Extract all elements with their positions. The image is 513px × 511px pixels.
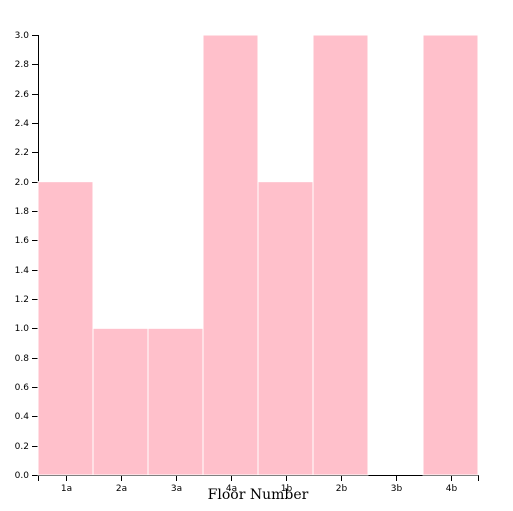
bar-1a [37, 181, 94, 476]
y-tick-label: 1.8 [15, 207, 30, 217]
x-tick-label: 4a [226, 484, 237, 494]
y-tick-label: 3.0 [15, 31, 30, 41]
y-tick-label: 1.6 [15, 236, 30, 246]
y-tick-label: 2.2 [15, 148, 29, 158]
x-axis-label: Floor Number [208, 487, 309, 503]
y-tick-label: 2.0 [15, 178, 30, 188]
y-tick-label: 2.6 [15, 90, 30, 100]
bar-3a [147, 327, 204, 476]
y-tick-label: 1.4 [15, 266, 30, 276]
x-tick-label: 3a [171, 484, 182, 494]
y-tick-label: 0.2 [15, 442, 29, 452]
bars [37, 34, 479, 476]
x-tick-label: 1b [281, 484, 293, 494]
x-tick-label: 3b [391, 484, 403, 494]
y-tick-label: 1.2 [15, 295, 29, 305]
x-axis-line [38, 475, 479, 481]
y-tick-label: 0.6 [15, 383, 30, 393]
y-tick-label: 2.8 [15, 60, 30, 70]
x-tick-label: 4b [446, 484, 458, 494]
y-tick-label: 0.0 [15, 471, 30, 481]
x-tick-label: 2a [116, 484, 127, 494]
y-tick-label: 0.4 [15, 412, 30, 422]
y-tick-label: 0.8 [15, 354, 30, 364]
x-tick-label: 2b [336, 484, 348, 494]
bar-2b [312, 34, 369, 476]
y-axis: 0.0 0.2 0.4 0.6 0.8 1.0 1.2 1.4 1.6 1.8 2.0 2.2 2.4 2… [15, 31, 39, 481]
y-tick-label: 2.4 [15, 119, 30, 129]
bar-1b [257, 181, 314, 476]
bar-4b [422, 34, 479, 476]
x-tick-label: 1a [61, 484, 72, 494]
bar-4a [202, 34, 259, 476]
y-tick-label: 1.0 [15, 324, 30, 334]
bar-2a [92, 327, 149, 476]
